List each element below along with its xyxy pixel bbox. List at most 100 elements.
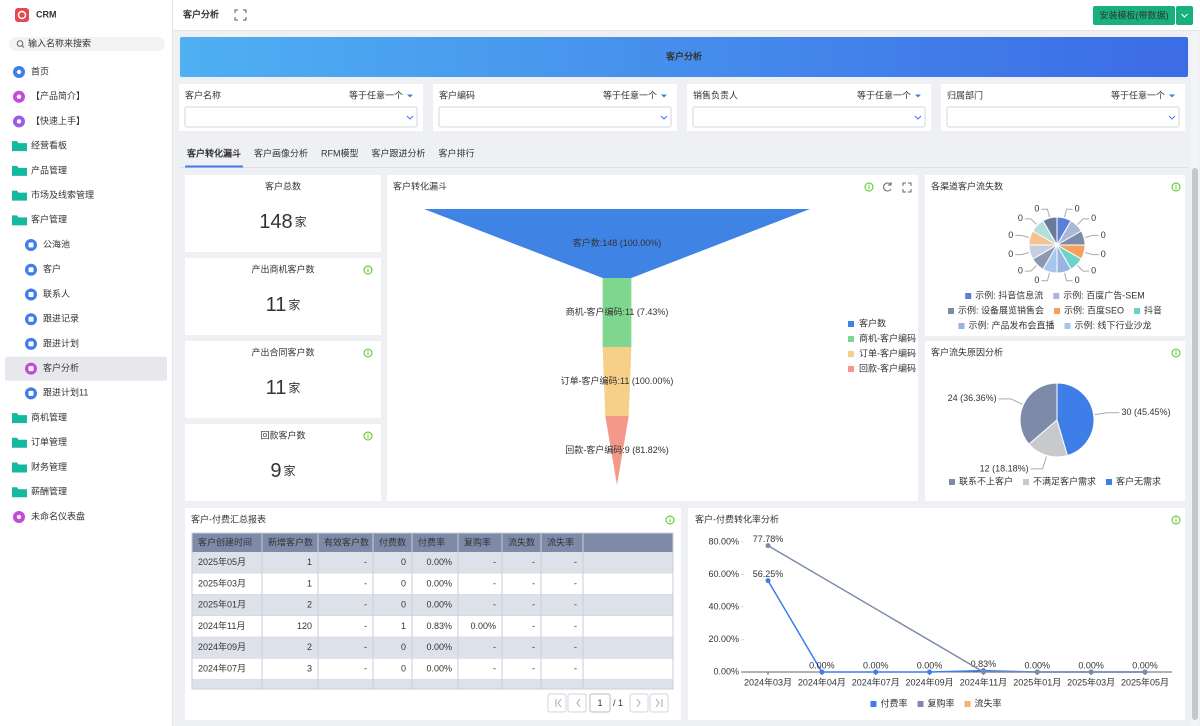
info-icon bbox=[363, 431, 373, 441]
legend-item: 复购率 bbox=[917, 697, 955, 708]
banner-title: 客户分析 bbox=[665, 50, 702, 61]
table-cell: - bbox=[574, 642, 577, 652]
menu-item[interactable]: 薪酬管理 bbox=[12, 486, 67, 498]
menu-item[interactable]: 首页 bbox=[13, 65, 49, 78]
label-leader bbox=[1064, 272, 1073, 282]
refresh-icon[interactable] bbox=[883, 182, 892, 192]
x-tick-label: 2024年04月 bbox=[798, 676, 846, 687]
menu-item[interactable]: 跟进计划 bbox=[25, 337, 79, 350]
legend-label: 抖音 bbox=[1144, 304, 1162, 315]
menu-item[interactable]: 客户 bbox=[25, 263, 61, 276]
column-header: 流失数 bbox=[508, 536, 535, 547]
filter-operator[interactable]: 等于任意一个 bbox=[603, 89, 657, 100]
series-point bbox=[980, 669, 986, 675]
table-frame bbox=[191, 532, 674, 690]
kpi-card bbox=[185, 424, 381, 501]
funnel-segment bbox=[602, 278, 632, 347]
filter-input[interactable] bbox=[184, 106, 418, 128]
menu-item[interactable]: 联系人 bbox=[25, 288, 70, 301]
chart-title: 客户-付费转化率分析 bbox=[695, 513, 779, 524]
search-box[interactable] bbox=[9, 37, 165, 51]
logo-icon bbox=[15, 8, 29, 22]
menu-label: 未命名仪表盘 bbox=[31, 510, 85, 521]
info-icon bbox=[367, 350, 369, 352]
page-input[interactable] bbox=[589, 693, 611, 713]
label-leader bbox=[1064, 208, 1073, 218]
menu-item[interactable]: 客户分析 bbox=[25, 362, 79, 375]
menu-item[interactable]: 财务管理 bbox=[12, 461, 67, 473]
filter-operator[interactable]: 等于任意一个 bbox=[1111, 89, 1165, 100]
page-button[interactable] bbox=[629, 693, 649, 713]
table-cell: - bbox=[532, 664, 535, 674]
filter-input[interactable] bbox=[946, 106, 1180, 128]
install-button[interactable]: 安装模板(带数据) bbox=[1093, 6, 1175, 25]
kpi-unit: 家 bbox=[288, 297, 300, 312]
search-icon bbox=[21, 45, 25, 48]
table-cell: - bbox=[493, 557, 496, 567]
tab[interactable]: 客户转化漏斗 bbox=[186, 147, 241, 158]
menu-item[interactable]: 产品管理 bbox=[12, 164, 67, 176]
filter-operator[interactable]: 等于任意一个 bbox=[857, 89, 911, 100]
pie-slice bbox=[1042, 216, 1058, 247]
menu-label: 客户 bbox=[43, 263, 61, 274]
page-button[interactable] bbox=[547, 693, 567, 713]
menu-item[interactable]: 市场及线索管理 bbox=[12, 189, 94, 201]
legend-swatch bbox=[870, 701, 877, 707]
label-leader bbox=[1030, 456, 1047, 470]
kpi-title: 产出商机客户数 bbox=[251, 263, 314, 274]
data-label: 77.78% bbox=[753, 534, 784, 544]
menu-item[interactable]: 【快速上手】 bbox=[13, 115, 85, 128]
tab[interactable]: 客户画像分析 bbox=[254, 147, 308, 158]
menu-icon bbox=[12, 141, 27, 152]
table-cell: 2 bbox=[307, 600, 312, 610]
menu-label: 公海池 bbox=[43, 238, 70, 249]
y-tick-label: 60.00% bbox=[708, 569, 739, 579]
logo-text: CRM bbox=[36, 9, 57, 19]
kpi-value: 148 家 bbox=[259, 211, 306, 233]
menu-item[interactable]: 跟进记录 bbox=[25, 313, 79, 326]
menu-item[interactable]: 【产品简介】 bbox=[13, 90, 85, 103]
table-cell: - bbox=[364, 600, 367, 610]
chart-title: 各渠道客户流失数 bbox=[931, 180, 1003, 191]
filter-operator[interactable]: 等于任意一个 bbox=[349, 89, 403, 100]
legend-swatch bbox=[1064, 323, 1071, 329]
tab[interactable]: 客户跟进分析 bbox=[372, 147, 426, 158]
menu-label: 跟进计划11 bbox=[43, 387, 88, 398]
funnel-label: 回款-客户编码:9 (81.82%) bbox=[565, 444, 669, 455]
menu-item[interactable]: 客户管理 bbox=[12, 214, 67, 226]
table-cell: - bbox=[532, 642, 535, 652]
expand-icon[interactable] bbox=[902, 182, 912, 193]
info-icon bbox=[367, 267, 369, 269]
data-label: 0.00% bbox=[917, 660, 943, 670]
x-tick-label: 2024年11月 bbox=[960, 676, 1007, 687]
menu-item[interactable]: 跟进计划11 bbox=[25, 387, 88, 400]
menu-item[interactable]: 经营看板 bbox=[12, 140, 67, 152]
series-point bbox=[1142, 669, 1148, 675]
menu-item[interactable]: 商机管理 bbox=[12, 411, 67, 424]
page-icon bbox=[576, 698, 581, 708]
menu-icon bbox=[16, 119, 22, 124]
tab[interactable]: 客户排行 bbox=[439, 147, 475, 158]
data-label: 0.00% bbox=[1025, 660, 1051, 670]
funnel-segment bbox=[602, 347, 632, 416]
kpi-value: 11 家 bbox=[266, 377, 301, 399]
menu-icon bbox=[16, 69, 22, 75]
menu-item[interactable]: 订单管理 bbox=[12, 436, 67, 448]
table-row bbox=[192, 615, 673, 638]
install-dropdown[interactable] bbox=[1176, 6, 1193, 25]
legend-label: 客户数 bbox=[859, 317, 886, 328]
scrollbar-thumb[interactable] bbox=[1192, 168, 1198, 720]
logo-icon bbox=[17, 10, 27, 20]
column-header: 客户创建时间 bbox=[198, 536, 252, 547]
legend-item: 示例: 产品发布会直播 bbox=[958, 319, 1055, 330]
legend-label: 不满足客户需求 bbox=[1033, 475, 1096, 486]
filter-input[interactable] bbox=[692, 106, 926, 128]
table: 客户创建时间 新增客户数 有效客户数 付费数 付费率 复购率 流失数 流失率 2025年05月 1… bbox=[192, 533, 673, 689]
tab[interactable]: RFM模型 bbox=[321, 148, 359, 158]
table-cell: 0.00% bbox=[426, 600, 452, 610]
menu-item[interactable]: 未命名仪表盘 bbox=[13, 510, 85, 523]
menu-item[interactable]: 公海池 bbox=[25, 238, 70, 252]
filter-input[interactable] bbox=[438, 106, 672, 128]
x-tick-label: 2024年07月 bbox=[852, 676, 900, 687]
fullscreen-icon[interactable] bbox=[234, 9, 247, 21]
